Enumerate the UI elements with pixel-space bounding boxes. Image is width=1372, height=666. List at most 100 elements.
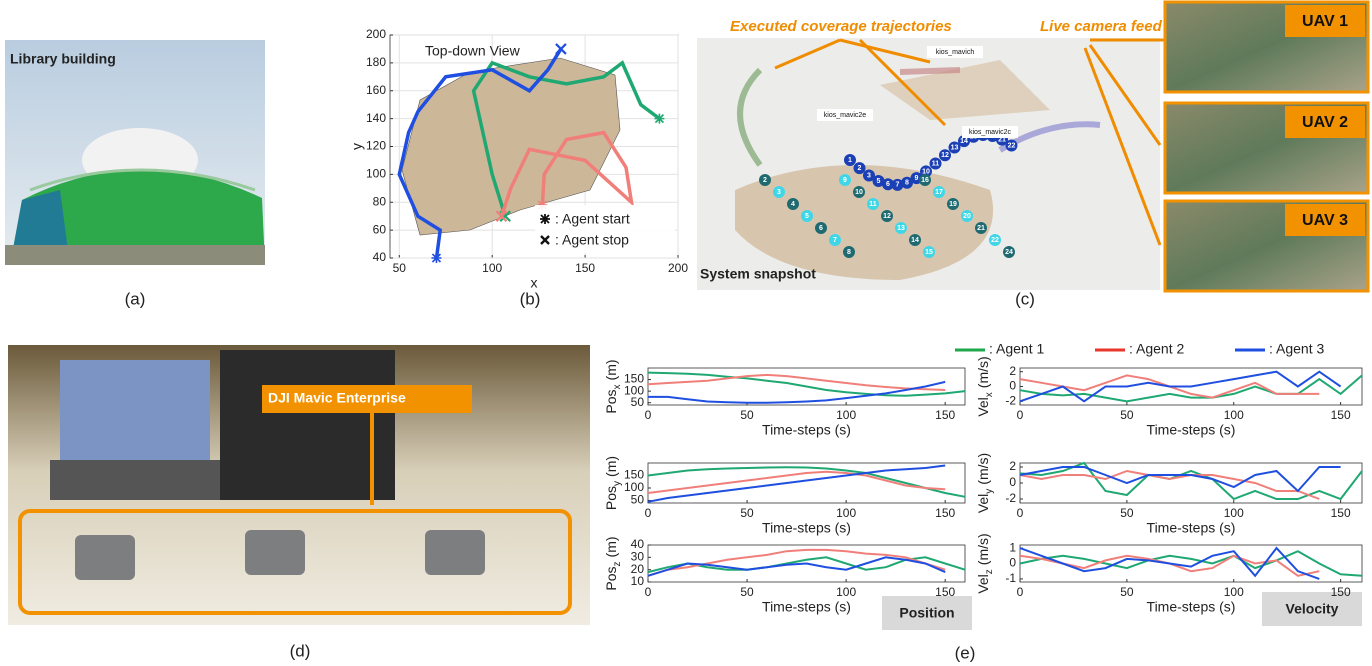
x-tick-label: 150 [575, 261, 595, 275]
feed-label: UAV 2 [1302, 114, 1348, 131]
photo-drones [8, 345, 590, 625]
caption: (e) [955, 643, 976, 662]
series-line [1020, 548, 1319, 579]
y-tick-label: -1 [1005, 571, 1016, 585]
y-label-base: Vel [975, 397, 991, 416]
x-tick-label: 150 [935, 506, 955, 520]
series-line [1020, 556, 1319, 576]
y-tick-label: 100 [624, 480, 644, 494]
y-tick-label: 2 [1009, 459, 1016, 473]
chart-title: Top-down View [425, 43, 521, 59]
x-tick-label: 50 [1120, 408, 1134, 422]
annotation: Live camera feed [1040, 18, 1163, 35]
y-tick-label: 150 [624, 372, 644, 386]
x-tick-label: 50 [1120, 585, 1134, 599]
x-axis-label: Time-steps (s) [762, 599, 851, 615]
caption: (d) [290, 641, 311, 660]
feed-label: UAV 1 [1302, 13, 1348, 30]
x-axis-label: Time-steps (s) [1147, 422, 1236, 438]
legend-label: : Agent 2 [1129, 341, 1184, 357]
y-axis-label: Velx(m/s) [975, 356, 995, 416]
x-tick-label: 50 [740, 585, 754, 599]
x-tick-label: 0 [645, 585, 652, 599]
y-tick-label: 20 [631, 562, 645, 576]
legend-label: : Agent 3 [1269, 341, 1324, 357]
y-axis-label: Posy(m) [603, 456, 623, 510]
y-label-sub: y [984, 489, 995, 494]
x-tick-label: 0 [645, 506, 652, 520]
y-tick-label: 60 [373, 222, 387, 236]
x-tick-label: 100 [836, 408, 856, 422]
marker-label: 19 [949, 201, 957, 208]
y-tick-label: 40 [373, 250, 387, 264]
x-tick-label: 100 [1224, 585, 1244, 599]
x-tick-label: 150 [1331, 408, 1351, 422]
caption: (b) [520, 289, 541, 308]
y-label-unit: (m) [603, 359, 619, 380]
caption: (c) [1015, 289, 1035, 308]
x-tick-label: 100 [482, 261, 502, 275]
marker-label: 16 [921, 177, 929, 184]
figure: Library building (a) (b) Executed covera… [0, 0, 1372, 666]
label: Position [899, 605, 954, 621]
y-label-base: Pos [603, 389, 619, 413]
series-line [648, 467, 965, 497]
marker-label: 10 [855, 189, 863, 196]
y-tick-label: 2 [1009, 364, 1016, 378]
y-tick-label: 10 [631, 574, 645, 588]
x-tick-label: 0 [645, 408, 652, 422]
caption: (a) [125, 289, 146, 308]
x-tick-label: 150 [1331, 506, 1351, 520]
y-tick-label: -2 [1005, 491, 1016, 505]
marker-label: 2 [763, 177, 767, 184]
annotation: Executed coverage trajectories [730, 18, 952, 35]
y-tick-label: 50 [631, 493, 645, 507]
y-tick-label: 150 [624, 468, 644, 482]
marker-label: 5 [877, 178, 881, 185]
drone-label: kios_mavic2e [824, 112, 867, 119]
marker-label: 11 [932, 160, 940, 167]
marker-label: 3 [867, 172, 871, 179]
series-line [1020, 467, 1341, 491]
y-label-base: Vel [975, 494, 991, 513]
x-tick-label: 50 [740, 506, 754, 520]
y-tick-label: 30 [631, 550, 645, 564]
x-tick-label: 50 [1120, 506, 1134, 520]
y-axis-label: Posx (m) [603, 359, 623, 413]
start-marker [654, 114, 664, 124]
x-tick-label: 50 [740, 408, 754, 422]
legend: : Agent 1: Agent 2: Agent 3 [955, 341, 1324, 357]
marker-label: 24 [1005, 249, 1013, 256]
y-tick-label: 0 [1009, 475, 1016, 489]
y-label-base: Vel [975, 574, 991, 593]
marker-label: 13 [897, 225, 905, 232]
y-label-unit: (m/s) [975, 453, 991, 485]
label: Velocity [1286, 601, 1339, 617]
y-axis-label: Velz(m/s) [975, 533, 995, 593]
series-line [648, 373, 965, 396]
series-line [648, 375, 945, 390]
x-tick-label: 100 [836, 506, 856, 520]
feed-label: UAV 3 [1302, 212, 1348, 229]
y-tick-label: -2 [1005, 393, 1016, 407]
y-tick-label: 100 [366, 167, 386, 181]
y-label-unit: (m) [603, 456, 619, 477]
marker-label: 3 [777, 189, 781, 196]
marker-label: 14 [960, 138, 968, 145]
marker-label: 12 [883, 213, 891, 220]
drone-label: kios_mavic2c [969, 129, 1012, 136]
legend-label: : Agent start [555, 211, 630, 227]
y-axis-label: Posz(m) [603, 536, 623, 590]
x-tick-label: 150 [1331, 585, 1351, 599]
marker-label: 21 [977, 225, 985, 232]
y-tick-label: 140 [366, 111, 386, 125]
y-axis-label: y [349, 143, 365, 150]
marker-label: 13 [951, 144, 959, 151]
marker-label: 12 [941, 152, 949, 159]
marker-label: 7 [896, 182, 900, 189]
y-label-sub: x [612, 384, 623, 389]
x-tick-label: 0 [1017, 585, 1024, 599]
x-tick-label: 0 [1017, 506, 1024, 520]
marker-label: 17 [935, 189, 943, 196]
x-axis-label: Time-steps (s) [762, 422, 851, 438]
